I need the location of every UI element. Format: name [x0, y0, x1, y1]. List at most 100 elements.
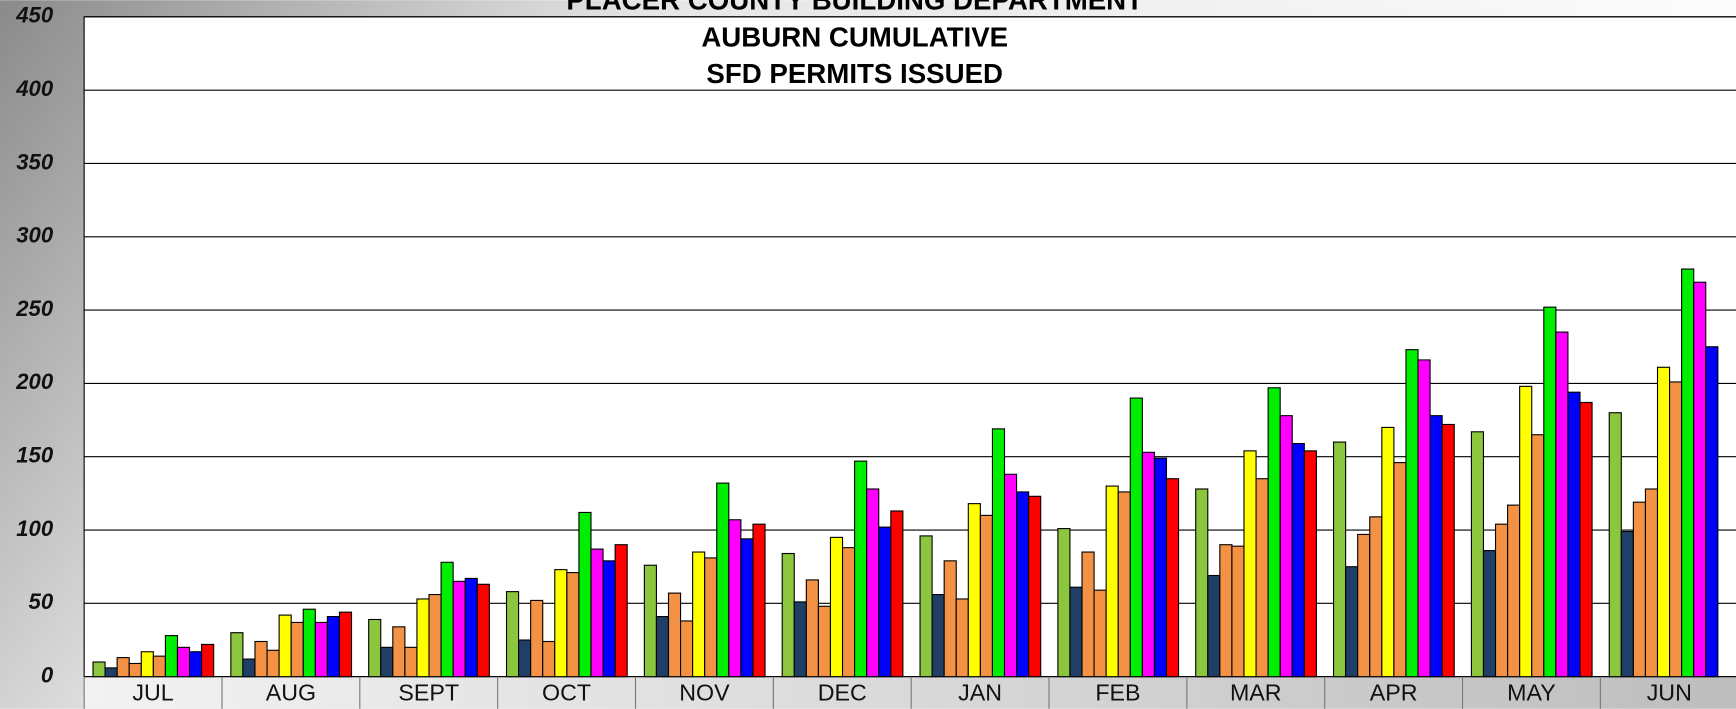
bar [290, 621, 304, 678]
y-tick-label: 450 [15, 3, 54, 28]
bar [866, 488, 880, 678]
x-tick-label: FEB [1095, 680, 1140, 706]
bar [1195, 488, 1209, 678]
bar [1567, 391, 1581, 678]
bar [728, 519, 742, 678]
bar [704, 557, 718, 678]
bar [518, 639, 532, 678]
bar [1519, 385, 1533, 678]
y-tick-label: 400 [15, 76, 54, 101]
bar [92, 661, 106, 678]
bar [890, 510, 904, 678]
bar [428, 594, 442, 678]
bar [602, 560, 616, 678]
chart-title: PLACER COUNTY BUILDING DEPARTMENT [566, 0, 1143, 16]
bar [793, 601, 807, 678]
x-tick-label: AUG [266, 680, 316, 706]
bar [1081, 551, 1095, 678]
bar [452, 580, 466, 678]
bar [1620, 530, 1634, 678]
bar [614, 544, 628, 678]
bar [416, 598, 430, 678]
bar [1369, 516, 1383, 678]
bar [1608, 412, 1622, 678]
bar [943, 560, 957, 678]
bar [1470, 431, 1485, 678]
bar [188, 651, 203, 678]
bar [979, 514, 993, 678]
chart-layer: 0 50 100 150 200 250 300 350 400 450 JUL AUG SEPT OCT… [15, 0, 1736, 709]
bar [1093, 589, 1107, 678]
bar [302, 608, 316, 678]
bar [1507, 504, 1521, 678]
y-tick-label: 250 [15, 296, 54, 321]
bar [201, 643, 215, 678]
bar [1129, 397, 1143, 678]
bar [1531, 434, 1545, 678]
bar [829, 536, 844, 678]
bar [667, 592, 682, 678]
bar [967, 503, 981, 678]
bar [1482, 550, 1497, 678]
bar [104, 667, 118, 678]
bar [152, 655, 166, 678]
bar [1705, 346, 1719, 678]
bar [841, 547, 856, 678]
bar [817, 605, 832, 678]
chart-title: SFD PERMITS ISSUED [706, 58, 1003, 89]
bar [781, 552, 795, 678]
bar [1417, 359, 1431, 678]
bar [140, 651, 154, 678]
bar [254, 640, 268, 678]
x-tick-label: JUL [132, 680, 173, 706]
bar [1291, 442, 1305, 678]
bar [1231, 545, 1245, 678]
bar [1243, 450, 1257, 678]
bar [1429, 415, 1443, 678]
bar [314, 621, 328, 678]
bar [1632, 501, 1646, 678]
bar [1003, 473, 1018, 678]
bar [931, 594, 945, 678]
x-tick-label: OCT [542, 680, 591, 706]
x-tick-label: MAY [1507, 680, 1556, 706]
bar [326, 616, 341, 678]
y-tick-label: 300 [16, 223, 54, 248]
x-tick-label: MAR [1230, 680, 1282, 706]
bar [1057, 528, 1071, 678]
bar [164, 635, 179, 678]
bar [991, 428, 1006, 678]
bar [1669, 381, 1683, 678]
bar [1219, 544, 1233, 678]
bar [590, 548, 604, 678]
bar [1656, 366, 1671, 678]
y-tick-label: 350 [16, 149, 54, 174]
bar [242, 658, 256, 678]
bar [440, 561, 454, 678]
x-tick-label: DEC [818, 680, 867, 706]
bar [338, 611, 353, 678]
bar [643, 564, 657, 678]
bar [1579, 401, 1593, 678]
bar [1279, 415, 1293, 678]
bar [740, 538, 754, 678]
bar [230, 632, 244, 678]
bar [542, 640, 556, 678]
x-tick-label: SEPT [398, 680, 459, 706]
plot-area [83, 16, 1736, 678]
bar [476, 583, 490, 678]
bar [1441, 423, 1455, 678]
bar [680, 620, 694, 678]
bar [1028, 495, 1042, 678]
bar [368, 618, 382, 678]
bar [128, 662, 142, 678]
bar [1543, 306, 1557, 678]
bar [566, 572, 580, 678]
bar [854, 460, 868, 678]
bar [1693, 281, 1707, 678]
bar [505, 591, 520, 678]
bar [1381, 426, 1395, 678]
bar [578, 511, 592, 678]
